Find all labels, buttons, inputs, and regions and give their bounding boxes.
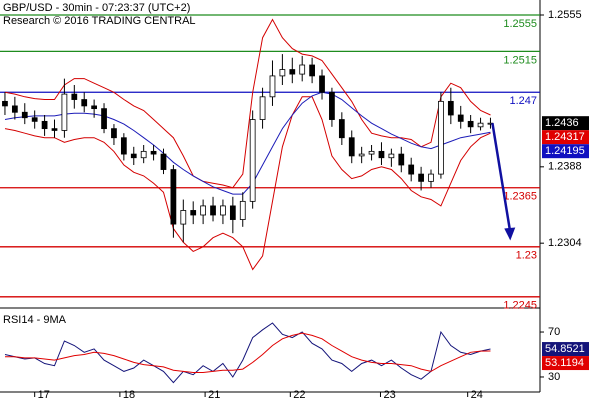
rsi-line [4,322,491,384]
candle-body [91,105,98,110]
forecast-arrow [491,122,512,233]
candle-body [388,153,395,159]
candle-body [229,205,236,220]
indicator-value-box [542,130,589,145]
candle-body [160,153,167,170]
rsi-title: RSI14 - 9MA [3,314,67,326]
candle-body [111,128,117,139]
candle-body [180,210,187,225]
level-label: 1.2245 [503,300,537,312]
candle-body [477,122,484,128]
rsi-value-box [542,342,589,357]
bollinger-band [4,96,491,271]
candle-body [101,108,107,130]
candle-body [279,69,286,77]
candle-body [170,169,177,225]
rsi-value-box [542,356,589,371]
candle-body [130,153,137,159]
candle-body [289,69,296,75]
candle-body [447,100,454,116]
level-label: 1.2515 [503,54,537,66]
candle-body [348,137,355,157]
candle-body [368,150,375,155]
x-tick-label: 17 [38,389,50,400]
candle-body [299,64,306,75]
candle-body [21,111,28,119]
y-tick-label: 1.2304 [548,237,582,249]
rsi-value-label: 54.8521 [545,343,585,355]
candle-body [418,173,424,182]
candle-body [2,100,8,107]
level-label: 1.2555 [503,18,537,30]
candle-body [329,91,335,120]
rsi-value-label: 53.1194 [545,357,584,369]
candle-body [61,93,68,131]
y-tick-label: 1.2388 [548,161,582,173]
chart-title: GBP/USD - 30min - 07:23:37 (UTC+2) [3,2,190,14]
indicator-value-label: 1.24195 [545,145,585,157]
candle-body [210,205,216,216]
rsi-line [5,332,491,373]
candle-body [140,150,147,159]
y-tick-label: 30 [548,371,560,383]
candle-body [120,137,127,155]
level-label: 1.247 [509,95,537,107]
candle-body [408,164,415,175]
x-tick-label: 23 [383,389,395,400]
forecast-arrowhead [504,227,516,241]
candle-body [457,114,464,122]
candle-body [150,150,157,155]
x-tick-label: 18 [123,389,135,400]
candle-body [438,100,444,175]
x-tick-label: 24 [471,389,483,400]
candle-body [467,120,474,128]
candle-body [31,117,38,122]
candle-body [378,150,385,159]
candle-body [249,119,256,202]
bollinger-band [4,18,491,189]
level-label: 1.23 [516,250,537,262]
candle-body [81,99,88,107]
candle-body [51,128,58,131]
candle-body [259,96,266,120]
candle-body [200,205,206,216]
candle-body [220,205,226,216]
moving-average [4,91,491,195]
x-tick-label: 21 [208,389,220,400]
candle-body [398,153,405,166]
x-tick-label: 22 [293,389,305,400]
candle-body [41,120,48,130]
candle-body [71,93,78,100]
level-label: 1.2365 [503,191,537,203]
chart-subtitle: Research © 2016 TRADING CENTRAL [3,15,196,27]
candle-body [358,153,365,157]
y-tick-label: 70 [548,326,560,338]
candle-body [309,64,315,77]
candle-body [11,105,18,113]
y-tick-label: 1.2555 [548,9,582,21]
last-price-box [542,116,589,131]
candle-body [190,210,197,216]
candle-body [338,119,345,139]
last-price-label: 1.2436 [545,117,579,129]
indicator-value-box [542,144,589,159]
candle-body [269,75,276,98]
candle-body [428,173,434,182]
candle-body [239,200,246,220]
indicator-value-label: 1.24317 [545,131,585,143]
candle-body [319,75,325,93]
